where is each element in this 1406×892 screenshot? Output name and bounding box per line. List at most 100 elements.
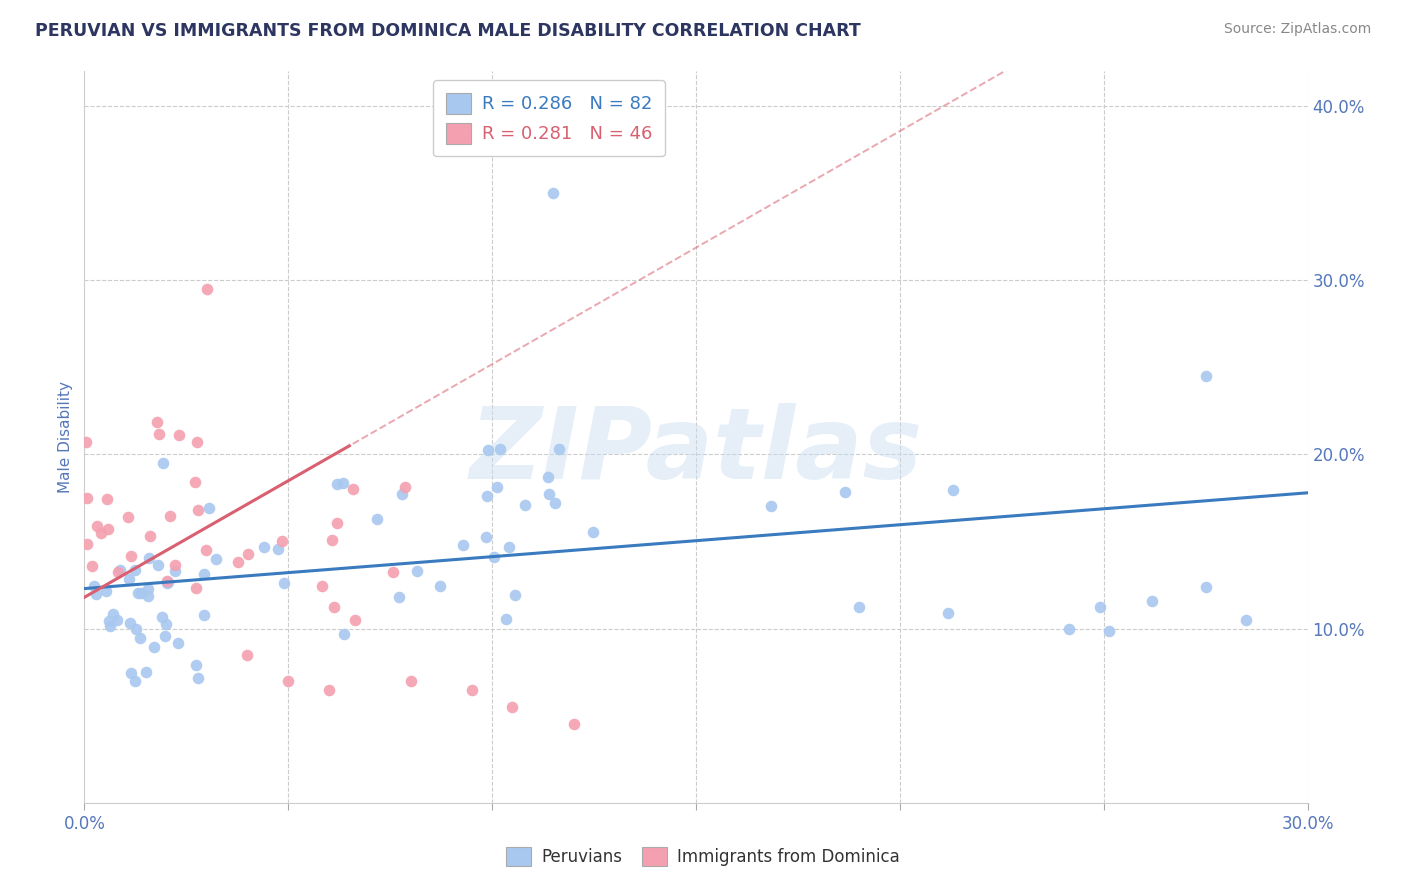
Point [486, 480, 509, 494]
Point [582, 525, 605, 540]
Point [153, 629, 176, 643]
Point [537, 487, 560, 501]
Point [848, 600, 870, 615]
Point [120, 549, 142, 563]
Point [429, 579, 451, 593]
Point [399, 673, 422, 688]
Point [195, 282, 218, 296]
Point [76, 491, 98, 505]
Point [100, 619, 122, 633]
Point [332, 476, 354, 491]
Point [129, 586, 152, 600]
Point [1098, 624, 1121, 639]
Point [537, 470, 560, 484]
Point [267, 542, 290, 557]
Point [333, 627, 356, 641]
Text: Source: ZipAtlas.com: Source: ZipAtlas.com [1223, 22, 1371, 37]
Point [482, 549, 505, 564]
Point [1236, 613, 1258, 627]
Point [936, 606, 959, 620]
Point [97, 522, 120, 536]
Point [138, 589, 160, 603]
Y-axis label: Male Disability: Male Disability [58, 381, 73, 493]
Point [101, 607, 124, 621]
Point [96, 583, 118, 598]
Point [475, 530, 498, 544]
Point [502, 700, 524, 714]
Point [139, 529, 162, 543]
Point [127, 585, 149, 599]
Point [205, 552, 228, 566]
Point [326, 477, 349, 491]
Point [117, 510, 139, 524]
Point [107, 565, 129, 579]
Point [366, 512, 388, 526]
Point [187, 671, 209, 685]
Point [90, 526, 112, 541]
Point [128, 631, 150, 645]
Point [150, 610, 173, 624]
Point [475, 489, 498, 503]
Point [382, 565, 405, 579]
Point [942, 483, 965, 497]
Point [394, 480, 416, 494]
Point [238, 547, 260, 561]
Text: PERUVIAN VS IMMIGRANTS FROM DOMINICA MALE DISABILITY CORRELATION CHART: PERUVIAN VS IMMIGRANTS FROM DOMINICA MAL… [35, 22, 860, 40]
Point [273, 576, 295, 591]
Point [1059, 622, 1081, 636]
Point [124, 673, 146, 688]
Point [236, 648, 259, 662]
Point [547, 442, 569, 456]
Point [82, 559, 104, 574]
Point [159, 508, 181, 523]
Point [156, 574, 179, 588]
Point [163, 558, 186, 572]
Point [165, 565, 187, 579]
Legend: Peruvians, Immigrants from Dominica: Peruvians, Immigrants from Dominica [498, 838, 908, 875]
Point [321, 533, 343, 548]
Point [834, 484, 856, 499]
Point [124, 563, 146, 577]
Point [543, 496, 565, 510]
Point [461, 682, 484, 697]
Point [145, 415, 167, 429]
Point [155, 616, 177, 631]
Point [96, 491, 118, 506]
Point [76, 537, 98, 551]
Point [1088, 599, 1111, 614]
Point [75, 434, 97, 449]
Point [125, 622, 148, 636]
Point [477, 442, 499, 457]
Point [84, 587, 107, 601]
Point [193, 567, 215, 582]
Point [135, 665, 157, 679]
Point [495, 612, 517, 626]
Point [108, 563, 131, 577]
Point [228, 555, 250, 569]
Point [489, 442, 512, 457]
Point [197, 501, 219, 516]
Point [105, 613, 128, 627]
Point [86, 519, 108, 533]
Point [391, 487, 413, 501]
Point [270, 533, 292, 548]
Point [138, 582, 160, 597]
Point [253, 540, 276, 554]
Point [184, 657, 207, 672]
Point [156, 575, 179, 590]
Point [322, 599, 344, 614]
Point [157, 574, 180, 589]
Point [318, 682, 340, 697]
Point [120, 665, 142, 680]
Point [342, 482, 364, 496]
Point [187, 503, 209, 517]
Point [118, 572, 141, 586]
Point [1195, 369, 1218, 384]
Point [138, 551, 160, 566]
Point [152, 456, 174, 470]
Point [1140, 594, 1163, 608]
Point [143, 640, 166, 655]
Point [311, 579, 333, 593]
Point [193, 608, 215, 623]
Legend: R = 0.286   N = 82, R = 0.281   N = 46: R = 0.286 N = 82, R = 0.281 N = 46 [433, 80, 665, 156]
